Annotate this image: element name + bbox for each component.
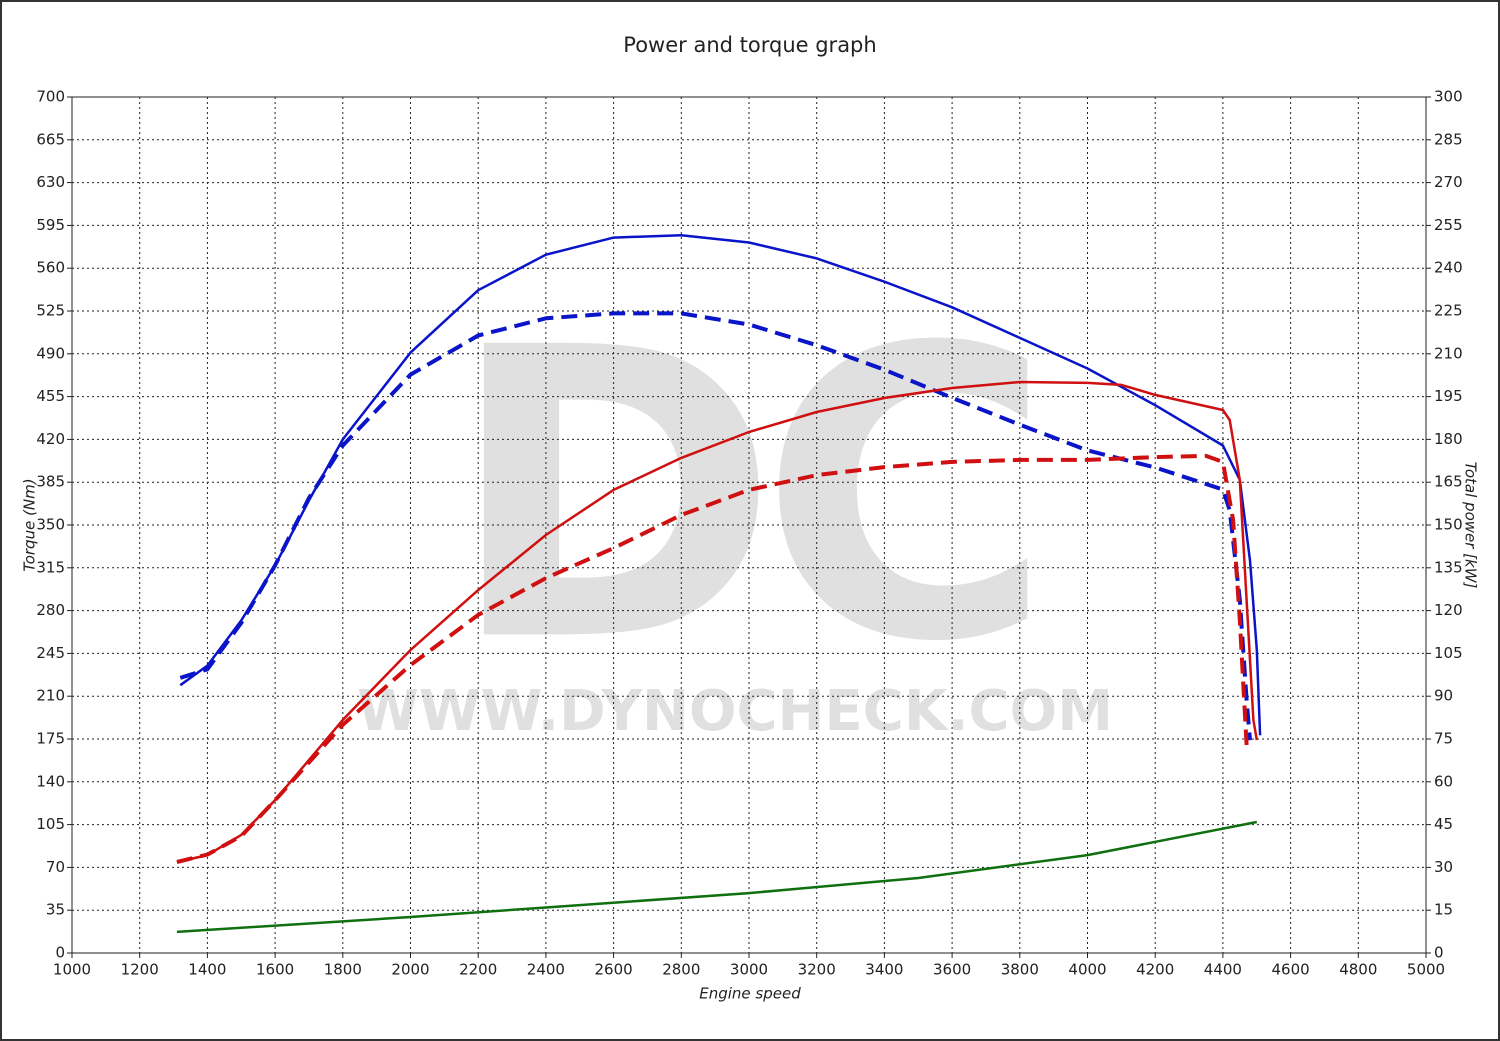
x-tick-label: 4400 — [1204, 961, 1242, 979]
series-line — [176, 380, 1259, 864]
y2-tick-label: 75 — [1434, 730, 1453, 748]
y-tick-label: 0 — [55, 944, 65, 962]
y-tick-label: 630 — [36, 173, 65, 191]
y2-tick-label: 240 — [1434, 259, 1463, 277]
y-tick-label: 245 — [36, 644, 65, 662]
x-tick-label: 4800 — [1339, 961, 1377, 979]
plot-border — [71, 96, 1427, 954]
y-tick-label: 560 — [36, 259, 65, 277]
y-tick-label: 315 — [36, 558, 65, 576]
y-tick-label: 175 — [36, 730, 65, 748]
x-tick-label: 4600 — [1272, 961, 1310, 979]
y2-tick-label: 60 — [1434, 772, 1453, 790]
y2-tick-label: 45 — [1434, 815, 1453, 833]
y2-tick-label: 105 — [1434, 644, 1463, 662]
series-line — [176, 453, 1249, 864]
x-tick-label: 3400 — [865, 961, 903, 979]
y-tick-label: 210 — [36, 687, 65, 705]
y2-tick-label: 120 — [1434, 601, 1463, 619]
y2-tick-label: 225 — [1434, 302, 1463, 320]
x-tick-label: 3000 — [730, 961, 768, 979]
y2-tick-label: 0 — [1434, 944, 1444, 962]
x-tick-label: 2200 — [459, 961, 497, 979]
x-tick-label: 1000 — [53, 961, 91, 979]
x-tick-label: 1800 — [324, 961, 362, 979]
y-tick-label: 420 — [36, 430, 65, 448]
x-tick-label: 1400 — [188, 961, 226, 979]
x-tick-label: 3200 — [798, 961, 836, 979]
x-tick-label: 2800 — [662, 961, 700, 979]
x-tick-label: 2000 — [391, 961, 429, 979]
y2-tick-label: 135 — [1434, 558, 1463, 576]
x-tick-label: 3800 — [1001, 961, 1039, 979]
y-tick-label: 455 — [36, 387, 65, 405]
y-tick-label: 665 — [36, 130, 65, 148]
y2-tick-label: 165 — [1434, 473, 1463, 491]
x-tick-label: 4000 — [1068, 961, 1106, 979]
y-tick-label: 140 — [36, 772, 65, 790]
y2-tick-label: 300 — [1434, 88, 1463, 106]
y2-tick-label: 270 — [1434, 173, 1463, 191]
y-tick-label: 280 — [36, 601, 65, 619]
series-line — [179, 311, 1252, 741]
y2-axis-label: Total power [kW] — [1462, 462, 1480, 589]
x-tick-label: 3600 — [933, 961, 971, 979]
y2-tick-label: 255 — [1434, 216, 1463, 234]
x-tick-label: 4200 — [1136, 961, 1174, 979]
x-tick-label: 2600 — [595, 961, 633, 979]
y-tick-label: 350 — [36, 516, 65, 534]
x-tick-label: 5000 — [1407, 961, 1445, 979]
y2-tick-label: 285 — [1434, 130, 1463, 148]
x-tick-label: 1600 — [256, 961, 294, 979]
chart-title: Power and torque graph — [623, 33, 876, 57]
y-tick-label: 700 — [36, 88, 65, 106]
x-tick-label: 2400 — [527, 961, 565, 979]
watermark-url: WWW.DYNOCHECK.COM — [357, 679, 1113, 744]
y-tick-label: 385 — [36, 473, 65, 491]
x-tick-label: 1200 — [121, 961, 159, 979]
y2-tick-label: 150 — [1434, 516, 1463, 534]
y-tick-label: 35 — [46, 901, 65, 919]
y2-tick-label: 90 — [1434, 687, 1453, 705]
y-axis-label: Torque (Nm) — [21, 478, 39, 571]
y-tick-label: 525 — [36, 302, 65, 320]
watermark: DC WWW.DYNOCHECK.COM — [357, 264, 1113, 744]
y-tick-label: 105 — [36, 815, 65, 833]
y-tick-label: 595 — [36, 216, 65, 234]
watermark-logo: DC — [447, 264, 1033, 729]
y2-tick-label: 180 — [1434, 430, 1463, 448]
y2-tick-label: 210 — [1434, 344, 1463, 362]
y2-tick-label: 195 — [1434, 387, 1463, 405]
y-tick-label: 490 — [36, 344, 65, 362]
y-tick-label: 70 — [46, 858, 65, 876]
series-line — [176, 820, 1258, 934]
y2-tick-label: 15 — [1434, 901, 1453, 919]
y2-tick-label: 30 — [1434, 858, 1453, 876]
x-axis-label: Engine speed — [699, 985, 801, 1003]
